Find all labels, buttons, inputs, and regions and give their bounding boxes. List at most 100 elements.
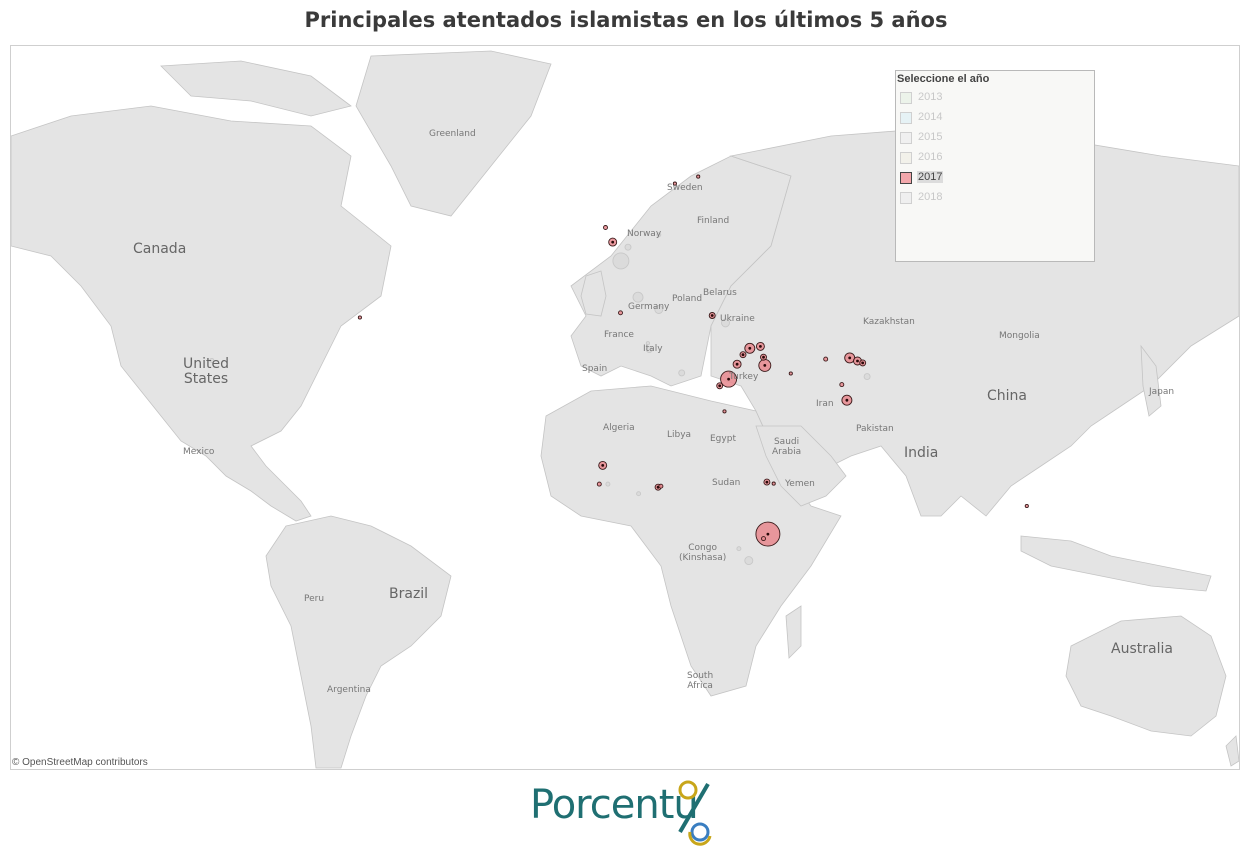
attack-marker[interactable] bbox=[863, 373, 871, 381]
attack-marker[interactable] bbox=[722, 409, 727, 414]
label-egypt: Egypt bbox=[710, 434, 736, 444]
label-mongolia: Mongolia bbox=[999, 331, 1040, 341]
label-mexico: Mexico bbox=[183, 447, 215, 457]
attack-marker[interactable] bbox=[678, 369, 686, 377]
attack-marker[interactable] bbox=[654, 305, 664, 314]
label-belarus: Belarus bbox=[703, 288, 737, 298]
attack-marker[interactable] bbox=[744, 556, 754, 566]
attack-marker-center bbox=[710, 314, 714, 317]
map-attribution[interactable]: © OpenStreetMap contributors bbox=[12, 757, 148, 768]
label-iran: Iran bbox=[816, 399, 834, 409]
label-canada: Canada bbox=[133, 241, 187, 257]
label-germany: Germany bbox=[628, 302, 670, 312]
attack-marker[interactable] bbox=[596, 481, 602, 487]
landmass-greenland bbox=[355, 50, 552, 217]
attack-marker-center bbox=[601, 464, 605, 467]
label-congo: Congo (Kinshasa) bbox=[679, 543, 727, 563]
legend-swatch bbox=[900, 92, 912, 104]
attack-marker[interactable] bbox=[658, 483, 664, 489]
landmass-indonesia bbox=[1020, 535, 1212, 592]
legend-swatch bbox=[900, 172, 912, 184]
attack-markers bbox=[209, 174, 1029, 566]
map-basemap bbox=[11, 50, 1239, 769]
legend-label: 2013 bbox=[918, 91, 943, 103]
legend-swatch bbox=[900, 132, 912, 144]
landmass-europe bbox=[570, 155, 792, 387]
attack-marker[interactable] bbox=[1024, 503, 1029, 509]
porcentual-logo: Porcentu bbox=[530, 776, 720, 846]
attack-marker-center bbox=[765, 480, 769, 484]
label-sudan: Sudan bbox=[712, 478, 741, 488]
attack-marker[interactable] bbox=[645, 346, 653, 354]
attack-marker-center bbox=[718, 384, 722, 388]
attack-marker-center bbox=[727, 377, 730, 381]
attack-marker[interactable] bbox=[771, 481, 776, 486]
world-map[interactable]: Greenland Canada United States Mexico Br… bbox=[10, 45, 1240, 770]
label-libya: Libya bbox=[667, 430, 692, 440]
attack-marker[interactable] bbox=[612, 252, 630, 270]
attack-marker[interactable] bbox=[209, 357, 215, 363]
landmass-south-america bbox=[265, 515, 452, 769]
attack-marker-center bbox=[848, 356, 852, 360]
attack-marker[interactable] bbox=[603, 225, 608, 230]
label-china: China bbox=[987, 388, 1027, 404]
attack-marker[interactable] bbox=[823, 356, 829, 362]
label-france: France bbox=[604, 330, 634, 340]
attack-marker[interactable] bbox=[721, 318, 730, 328]
attack-marker[interactable] bbox=[357, 315, 362, 320]
attack-marker-center bbox=[741, 353, 745, 357]
label-peru: Peru bbox=[304, 594, 325, 604]
label-spain: Spain bbox=[582, 364, 608, 374]
attack-marker[interactable] bbox=[605, 481, 611, 487]
label-ukraine: Ukraine bbox=[720, 314, 755, 324]
label-italy: Italy bbox=[643, 344, 663, 354]
label-brazil: Brazil bbox=[389, 586, 429, 602]
attack-marker[interactable] bbox=[672, 181, 677, 186]
landmass-north-america bbox=[11, 105, 392, 522]
label-south-africa: South Africa bbox=[687, 671, 714, 691]
landmass-australia bbox=[1065, 615, 1227, 737]
landmass-africa bbox=[540, 385, 842, 697]
landmass-arctic-islands bbox=[160, 60, 352, 117]
attack-marker[interactable] bbox=[632, 291, 644, 303]
landmass-japan bbox=[1140, 344, 1162, 417]
attack-marker[interactable] bbox=[761, 536, 766, 542]
label-kazakhstan: Kazakhstan bbox=[863, 317, 915, 327]
attack-marker[interactable] bbox=[656, 232, 662, 238]
legend-label: 2016 bbox=[918, 151, 943, 163]
label-greenland: Greenland bbox=[429, 129, 476, 139]
logo-mark bbox=[678, 780, 712, 846]
label-sweden: Sweden bbox=[667, 183, 703, 193]
attack-marker-center bbox=[856, 359, 859, 363]
attack-marker[interactable] bbox=[736, 546, 742, 552]
attack-marker[interactable] bbox=[788, 371, 793, 376]
label-argentina: Argentina bbox=[327, 685, 371, 695]
landmass-asia bbox=[710, 125, 1239, 517]
attack-marker-center bbox=[861, 361, 865, 365]
year-filter-legend: Seleccione el año 2013 2014 2015 2016 2017 20… bbox=[895, 70, 1095, 262]
label-norway: Norway bbox=[627, 229, 662, 239]
label-pakistan: Pakistan bbox=[856, 424, 894, 434]
label-saudi-arabia: Saudi Arabia bbox=[772, 437, 802, 457]
attack-marker[interactable] bbox=[839, 382, 845, 388]
label-yemen: Yemen bbox=[785, 479, 815, 489]
legend-swatch bbox=[900, 192, 912, 204]
attack-marker[interactable] bbox=[618, 310, 623, 316]
attack-marker[interactable] bbox=[624, 243, 632, 251]
attack-marker-center bbox=[759, 345, 762, 348]
label-algeria: Algeria bbox=[603, 423, 635, 433]
label-australia: Australia bbox=[1111, 641, 1173, 657]
legend-swatch bbox=[900, 112, 912, 124]
attack-marker-center bbox=[735, 362, 739, 366]
legend-label: 2014 bbox=[918, 111, 943, 123]
attack-marker[interactable] bbox=[636, 491, 642, 497]
label-india: India bbox=[904, 445, 939, 461]
legend-swatch bbox=[900, 152, 912, 164]
page-title: Principales atentados islamistas en los … bbox=[304, 8, 948, 32]
attack-marker[interactable] bbox=[645, 341, 650, 346]
label-japan: Japan bbox=[1149, 387, 1175, 397]
attack-marker-center bbox=[611, 240, 615, 244]
attack-marker[interactable] bbox=[696, 174, 701, 179]
landmass-britain bbox=[580, 270, 607, 317]
attack-marker-center bbox=[763, 364, 767, 367]
